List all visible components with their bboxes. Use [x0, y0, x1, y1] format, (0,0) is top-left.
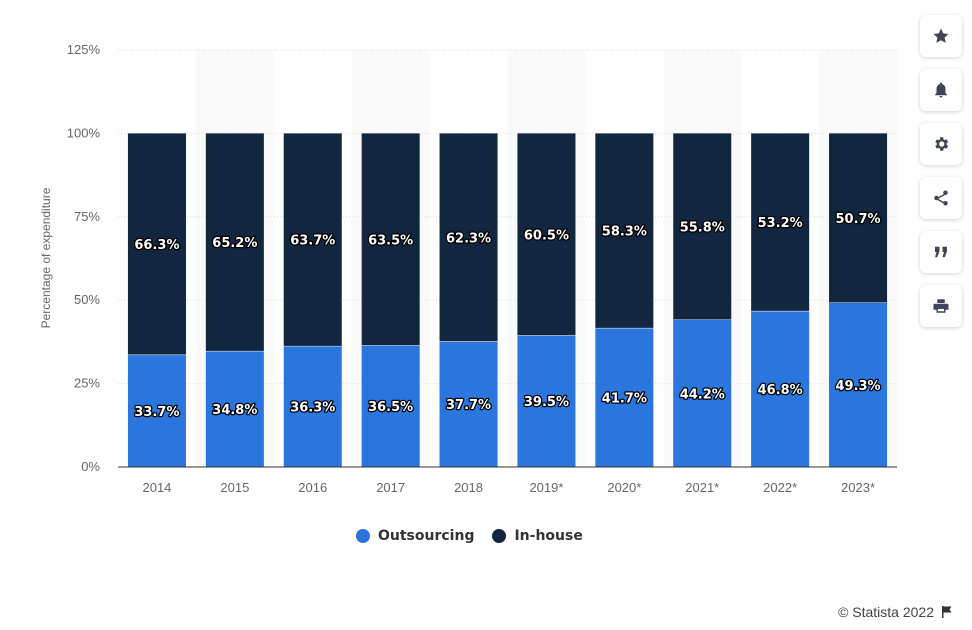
bar-outsourcing[interactable]: [205, 350, 264, 467]
legend-item-inhouse[interactable]: In-house: [492, 528, 583, 544]
legend-marker-outsourcing: [356, 529, 370, 543]
quote-icon: [935, 246, 947, 258]
data-label: 34.8%: [212, 403, 257, 418]
x-tick-label: 2015: [220, 480, 249, 495]
statista-credit[interactable]: © Statista 2022: [838, 604, 954, 620]
x-tick-label: 2017: [376, 480, 405, 495]
data-label: 36.5%: [368, 400, 413, 415]
x-tick-label: 2014: [142, 480, 171, 495]
data-label: 39.5%: [524, 395, 569, 410]
data-label: 36.3%: [290, 400, 335, 415]
data-label: 33.7%: [134, 405, 179, 420]
data-label: 65.2%: [212, 236, 257, 251]
bar-inhouse[interactable]: [361, 133, 420, 346]
bar-outsourcing[interactable]: [829, 302, 888, 467]
print-button[interactable]: [920, 285, 962, 327]
x-tick-label: 2016: [298, 480, 327, 495]
flag-icon: [942, 606, 952, 618]
bell-icon: [935, 82, 947, 98]
bar-inhouse[interactable]: [673, 133, 732, 320]
y-axis-label: Percentage of expenditure: [39, 187, 53, 328]
y-axis-ticks: 0% 25% 50% 75% 100% 125%: [67, 42, 101, 474]
legend-marker-inhouse: [492, 529, 507, 543]
data-label: 60.5%: [524, 228, 569, 243]
data-label: 41.7%: [602, 391, 647, 406]
bar-outsourcing[interactable]: [595, 327, 654, 467]
data-label: 58.3%: [602, 225, 647, 240]
bar-inhouse[interactable]: [751, 133, 810, 311]
data-label: 63.7%: [290, 234, 335, 249]
bar-outsourcing[interactable]: [673, 319, 732, 467]
y-tick-label: 50%: [74, 292, 100, 307]
x-axis-ticks: 2014 2015 2016 2017 2018 2019* 2020* 2021* 2022*…: [142, 480, 875, 495]
legend-item-outsourcing[interactable]: Outsourcing: [356, 528, 474, 544]
chart-toolbar: [920, 15, 962, 339]
y-tick-label: 0%: [81, 459, 100, 474]
data-label: 44.2%: [680, 387, 725, 402]
data-label: 50.7%: [835, 212, 880, 227]
data-label: 49.3%: [835, 379, 880, 394]
bar-inhouse[interactable]: [595, 133, 654, 328]
y-tick-label: 125%: [67, 42, 101, 57]
gear-icon: [935, 137, 949, 151]
bar-inhouse[interactable]: [205, 133, 264, 351]
settings-button[interactable]: [920, 123, 962, 165]
bar-outsourcing[interactable]: [283, 345, 342, 467]
data-label: 63.5%: [368, 233, 413, 248]
data-label: 66.3%: [134, 238, 179, 253]
credit-text: © Statista 2022: [838, 604, 934, 620]
y-tick-label: 25%: [74, 376, 100, 391]
data-label: 46.8%: [758, 383, 803, 398]
share-icon: [934, 190, 948, 206]
bar-inhouse[interactable]: [439, 133, 498, 342]
bar-outsourcing[interactable]: [517, 335, 576, 467]
bar-outsourcing[interactable]: [439, 341, 498, 467]
cite-button[interactable]: [920, 231, 962, 273]
x-tick-label: 2021*: [685, 480, 719, 495]
stacked-bar-chart: 0% 25% 50% 75% 100% 125% Percentage of expend…: [39, 42, 897, 495]
favorite-button[interactable]: [920, 15, 962, 57]
y-tick-label: 75%: [74, 209, 100, 224]
bar-inhouse[interactable]: [829, 133, 888, 303]
bar-inhouse[interactable]: [127, 133, 186, 355]
x-tick-label: 2022*: [763, 480, 797, 495]
legend-label-outsourcing: Outsourcing: [378, 528, 475, 544]
x-tick-label: 2019*: [529, 480, 563, 495]
y-tick-label: 100%: [67, 125, 101, 140]
data-label: 55.8%: [680, 220, 725, 235]
data-label: 62.3%: [446, 231, 491, 246]
print-icon: [933, 299, 949, 313]
x-tick-label: 2020*: [607, 480, 641, 495]
share-button[interactable]: [920, 177, 962, 219]
legend-label-inhouse: In-house: [514, 528, 583, 544]
bars: [127, 133, 888, 467]
data-label: 53.2%: [758, 216, 803, 231]
star-icon: [933, 28, 949, 43]
notification-button[interactable]: [920, 69, 962, 111]
x-tick-label: 2018: [454, 480, 483, 495]
bar-outsourcing[interactable]: [361, 345, 420, 467]
bar-inhouse[interactable]: [283, 133, 342, 346]
bar-outsourcing[interactable]: [127, 354, 186, 467]
bar-inhouse[interactable]: [517, 133, 576, 336]
bar-outsourcing[interactable]: [751, 310, 810, 467]
x-tick-label: 2023*: [841, 480, 875, 495]
data-labels: 33.7% 66.3% 34.8% 65.2% 36.3% 63.7% 36.5% 63.5%…: [133, 211, 882, 421]
legend: Outsourcing In-house: [356, 528, 583, 544]
data-label: 37.7%: [446, 398, 491, 413]
